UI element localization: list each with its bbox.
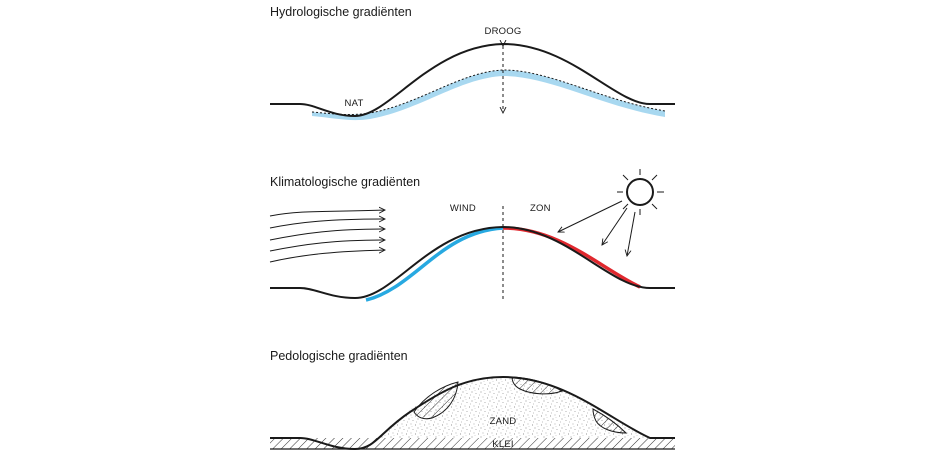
label-zon: ZON [530,203,551,214]
climate-panel: Klimatologische gradiënten WIND ZON [269,169,675,302]
clay-lens-left [413,381,459,420]
label-klei: KLEI [492,439,513,450]
pedo-panel: Pedologische gradiënten ZAND KLEI [270,349,675,450]
label-zand: ZAND [490,416,517,427]
label-nat: NAT [345,98,364,109]
hydro-panel: Hydrologische gradiënten DROOG NAT [270,5,675,121]
label-droog: DROOG [485,26,522,37]
hydro-title: Hydrologische gradiënten [270,5,412,19]
clay-layer [270,438,675,449]
clay-lens-right [592,408,628,434]
hydro-ground-line [270,43,675,117]
pedo-title: Pedologische gradiënten [270,349,408,363]
sun-icon [617,169,664,215]
label-wind: WIND [450,203,476,214]
wind-arrows-icon [269,210,385,263]
pedo-ground-line [270,376,675,450]
sun-rays-icon [558,200,636,256]
water-table-band [312,70,665,121]
climate-title: Klimatologische gradiënten [270,175,420,189]
climate-ground-line [270,226,675,299]
water-table-line [311,69,666,116]
wind-slope-highlight [365,226,504,302]
